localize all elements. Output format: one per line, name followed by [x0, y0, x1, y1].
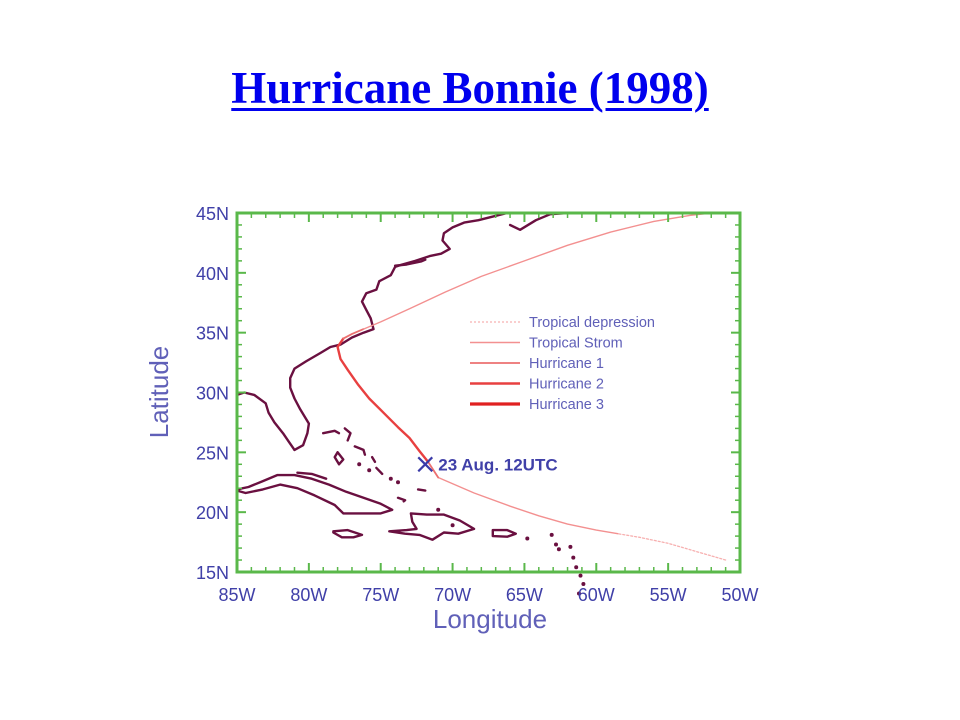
- coastline-gulf: [235, 391, 296, 452]
- island-dot: [396, 480, 400, 485]
- axis-ticks: 85W 80W 75W 70W 65W 60W 55W 50W 15N 20N 25N 30N 35N 4…: [196, 204, 759, 605]
- x-tick-label: 55W: [650, 585, 687, 605]
- x-tick-label: 65W: [506, 585, 543, 605]
- coastline-us-east: [289, 211, 509, 452]
- island-dot: [525, 536, 530, 541]
- coastline-cat-island: [370, 455, 377, 464]
- coastline-long-island-bahamas: [375, 466, 384, 476]
- island-dot: [568, 544, 573, 549]
- island-dot: [554, 542, 558, 547]
- coastline-abaco: [343, 427, 352, 442]
- legend-label: Tropical depression: [529, 315, 655, 331]
- coastline-hispaniola: [388, 512, 476, 541]
- island-dot: [367, 468, 372, 473]
- x-axis-title: Longitude: [433, 604, 547, 634]
- x-tick-label: 85W: [218, 585, 255, 605]
- coastline-grand-bahama: [322, 429, 341, 435]
- x-tick-label: 80W: [290, 585, 327, 605]
- annotation-marker: 23 Aug. 12UTC: [417, 455, 558, 474]
- y-axis-title: Latitude: [144, 346, 174, 439]
- coastline-turks-caicos: [416, 488, 427, 492]
- island-dot: [436, 507, 441, 512]
- y-tick-label: 25N: [196, 443, 229, 463]
- y-tick-label: 40N: [196, 264, 229, 284]
- legend-label: Hurricane 2: [529, 377, 604, 393]
- coastline-cuba: [235, 473, 394, 515]
- x-tick-label: 60W: [578, 585, 615, 605]
- island-dot: [549, 532, 554, 537]
- coastline-layer: [235, 211, 586, 596]
- y-tick-label: 20N: [196, 503, 229, 523]
- y-tick-label: 15N: [196, 563, 229, 583]
- island-dot: [574, 565, 579, 570]
- x-tick-label: 75W: [362, 585, 399, 605]
- storm-track-layer: [336, 212, 734, 561]
- coastline-cuba-keys: [296, 471, 328, 480]
- track-segment-hurricane-1: [427, 461, 440, 479]
- track-segment-tropical-depression: [617, 533, 727, 561]
- island-dot: [578, 573, 583, 578]
- legend: Tropical depression Tropical Strom Hurrica…: [470, 315, 655, 413]
- coastline-inagua: [396, 496, 407, 503]
- coastline-long-island: [393, 258, 427, 267]
- legend-label: Hurricane 3: [529, 397, 604, 413]
- track-segment-hurricane-1: [342, 328, 365, 340]
- track-segment-tropical-storm: [362, 212, 712, 330]
- legend-label: Hurricane 1: [529, 356, 604, 372]
- legend-label: Tropical Strom: [529, 336, 623, 352]
- y-tick-label: 30N: [196, 384, 229, 404]
- island-dot: [571, 555, 576, 560]
- track-segment-tropical-storm: [437, 476, 619, 535]
- island-dot: [357, 462, 362, 467]
- coastline-jamaica: [332, 528, 364, 539]
- island-dot: [388, 476, 393, 481]
- annotation-label: 23 Aug. 12UTC: [438, 455, 557, 474]
- island-dot: [450, 523, 455, 528]
- x-tick-label: 70W: [434, 585, 471, 605]
- annotation-layer: 23 Aug. 12UTC: [417, 455, 558, 474]
- y-tick-label: 35N: [196, 324, 229, 344]
- island-dot: [556, 547, 561, 552]
- coastline-puerto-rico: [491, 528, 517, 538]
- island-dot: [577, 591, 581, 596]
- coastline-eleuthera: [353, 445, 367, 456]
- track-segment-hurricane-2: [336, 337, 430, 464]
- y-tick-label: 45N: [196, 204, 229, 224]
- coastline-andros: [333, 451, 345, 466]
- plot-frame: [235, 211, 742, 574]
- x-marker-icon: [417, 456, 434, 473]
- x-tick-label: 50W: [721, 585, 758, 605]
- slide-title[interactable]: Hurricane Bonnie (1998): [231, 63, 709, 113]
- island-dot: [581, 582, 586, 586]
